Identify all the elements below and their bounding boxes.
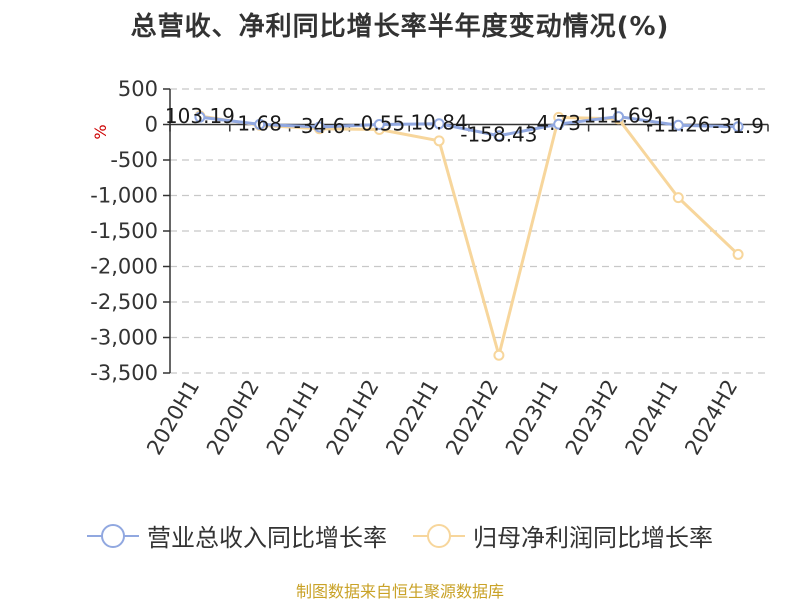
y-axis-ticks: 500 0 -500 -1,000 -1,500 -2,000 -2,500 -3,000 -3… [90, 77, 170, 385]
data-point [672, 192, 684, 204]
data-labels: 103.19 1.68 -34.6 -0.55 10.84-158.434.73 111.… [165, 104, 764, 147]
series-line-0 [199, 115, 739, 138]
data-label: 4.73 [536, 111, 581, 135]
x-tick-label: 2024H1 [621, 376, 683, 460]
data-label: -0.55 [353, 112, 405, 136]
source-note: 制图数据来自恒生聚源数据库 [295, 582, 504, 601]
data-point [672, 119, 684, 131]
y-tick-label: 0 [145, 113, 158, 137]
legend-item-net-profit[interactable]: 归母净利润同比增长率 [413, 518, 713, 553]
y-tick-label: 500 [118, 77, 158, 101]
x-tick-label: 2023H2 [561, 376, 623, 460]
data-point [433, 135, 445, 147]
legend-label-revenue: 营业总收入同比增长率 [147, 524, 387, 552]
y-tick-label: -2,500 [90, 290, 158, 314]
data-label: -11.26 [646, 112, 710, 136]
y-tick-label: -3,500 [90, 361, 158, 385]
data-point [314, 121, 325, 133]
x-tick-label: 2022H1 [381, 375, 443, 459]
data-point [553, 118, 565, 130]
chart-title: 总营收、净利同比增长率半年度变动情况(%) [130, 12, 670, 42]
data-point [493, 130, 505, 142]
data-label: -158.43 [460, 123, 537, 147]
data-point [194, 111, 206, 123]
y-tick-label: -1,000 [90, 184, 158, 208]
data-label: 1.68 [237, 111, 282, 135]
data-point [613, 111, 624, 123]
x-tick-label: 2021H1 [262, 376, 324, 460]
data-label: -31.9 [712, 114, 764, 138]
series-layer [194, 110, 744, 361]
data-label: 111.69 [584, 104, 654, 128]
data-point [254, 118, 266, 130]
legend: 营业总收入同比增长率 归母净利润同比增长率 [0, 518, 800, 553]
legend-item-revenue[interactable]: 营业总收入同比增长率 [87, 518, 387, 553]
series-line-1 [199, 114, 740, 357]
x-tick-label: 2020H1 [142, 376, 204, 460]
y-tick-label: -3,000 [90, 326, 158, 350]
x-tick-label: 2020H2 [202, 376, 264, 460]
data-point [493, 349, 505, 361]
data-label: 103.19 [165, 104, 235, 128]
data-label: -34.6 [294, 114, 346, 138]
x-tick-label: 2022H2 [441, 376, 503, 460]
y-axis-unit: % [91, 124, 110, 139]
x-tick-label: 2024H2 [680, 376, 742, 460]
y-tick-label: -500 [110, 148, 158, 172]
data-point [732, 121, 744, 133]
x-tick-label: 2021H2 [322, 376, 384, 460]
grid-lines [170, 88, 768, 374]
legend-swatch-revenue-icon [87, 523, 139, 548]
x-axis-ticks: 2020H12020H22021H12021H22022H12022H22023… [142, 124, 769, 460]
y-tick-label: -2,000 [90, 255, 158, 279]
data-label: 10.84 [410, 111, 467, 135]
data-point [373, 119, 385, 131]
legend-label-net-profit: 归母净利润同比增长率 [473, 524, 713, 552]
data-point [732, 248, 744, 260]
x-tick-label: 2023H1 [501, 376, 563, 460]
data-point [433, 118, 445, 130]
y-tick-label: -1,500 [90, 219, 158, 243]
legend-swatch-net-profit-icon [413, 523, 465, 548]
